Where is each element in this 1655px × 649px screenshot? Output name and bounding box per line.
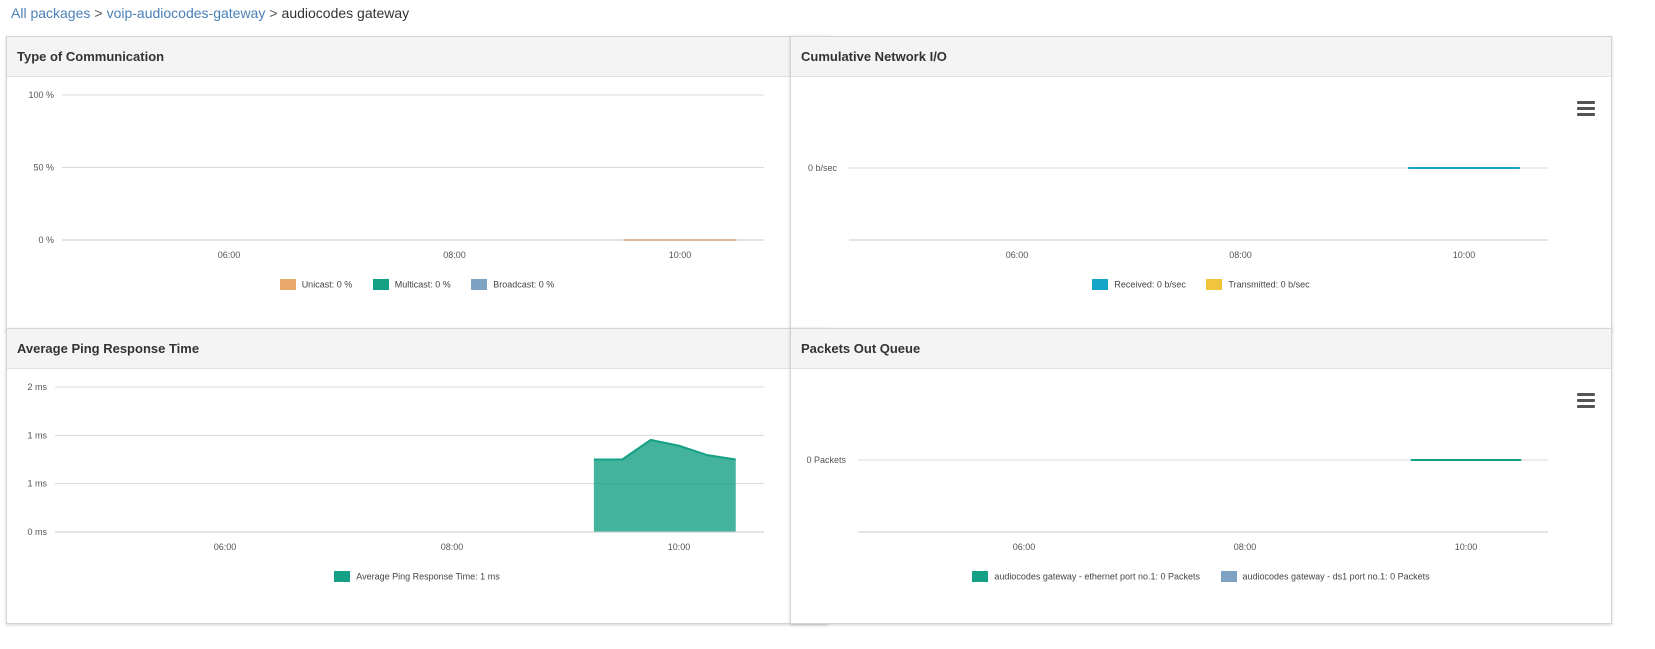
x-tick-label: 10:00 — [668, 542, 691, 552]
x-tick-label: 06:00 — [1013, 542, 1036, 552]
chart-legend: audiocodes gateway - ethernet port no.1:… — [791, 571, 1611, 583]
breadcrumb-current: audiocodes gateway — [281, 5, 410, 21]
breadcrumb-separator: > — [269, 5, 278, 21]
legend-label: Unicast: 0 % — [301, 279, 353, 290]
legend-swatch — [1092, 279, 1109, 291]
chart-legend: Average Ping Response Time: 1 ms — [7, 571, 827, 583]
x-tick-label: 06:00 — [214, 542, 237, 552]
x-tick-label: 08:00 — [1229, 250, 1252, 260]
y-tick-label: 100 % — [28, 90, 54, 100]
type-of-communication-chart: 0 % 50 % 100 % 06:00 08:00 10:00 — [28, 90, 764, 260]
x-tick-label: 10:00 — [1455, 542, 1478, 552]
x-tick-label: 06:00 — [1006, 250, 1029, 260]
panel-header: Type of Communication — [7, 37, 827, 77]
panel-header: Average Ping Response Time — [7, 329, 827, 369]
area-line-average-ping-response-time — [593, 438, 736, 461]
legend-item-broadcast[interactable]: Broadcast: 0 % — [471, 279, 555, 291]
breadcrumb: All packages > voip-audiocodes-gateway > aud… — [11, 2, 409, 24]
y-tick-label: 50 % — [33, 163, 54, 173]
average-ping-chart: 0 ms 1 ms 1 ms 2 ms 06:00 08:00 10:00 — [27, 382, 764, 552]
legend-label: Multicast: 0 % — [394, 279, 451, 290]
panel-title: Packets Out Queue — [801, 341, 921, 356]
x-tick-label: 10:00 — [1453, 250, 1476, 260]
legend-swatch — [1206, 279, 1223, 291]
chart-area: 0 % 50 % 100 % 06:00 08:00 10:00 Unicast: 0 %… — [7, 77, 827, 331]
legend-swatch — [334, 571, 351, 583]
x-tick-label: 06:00 — [218, 250, 241, 260]
chart-legend: Received: 0 b/sec Transmitted: 0 b/sec — [791, 279, 1611, 291]
legend-swatch — [1220, 571, 1237, 583]
chart-area: 0 Packets 06:00 08:00 10:00 audiocodes gate… — [791, 369, 1611, 623]
packets-out-queue-chart: 0 Packets 06:00 08:00 10:00 — [806, 455, 1548, 552]
x-tick-label: 08:00 — [443, 250, 466, 260]
panel-header: Packets Out Queue — [791, 329, 1611, 369]
panel-average-ping-response-time: Average Ping Response Time 0 ms 1 ms 1 ms 2… — [6, 328, 828, 624]
cumulative-network-io-chart: 0 b/sec 06:00 08:00 10:00 — [808, 163, 1548, 260]
chart-legend: Unicast: 0 % Multicast: 0 % Broadcast: 0… — [7, 279, 827, 291]
legend-item-transmitted[interactable]: Transmitted: 0 b/sec — [1206, 279, 1310, 291]
legend-item-ds1-port[interactable]: audiocodes gateway - ds1 port no.1: 0 Pa… — [1220, 571, 1430, 583]
legend-label: Average Ping Response Time: 1 ms — [356, 571, 500, 582]
chart-menu-icon[interactable] — [1577, 393, 1595, 409]
chart-menu-icon[interactable] — [1577, 101, 1595, 117]
area-fill-average-ping-response-time — [593, 439, 736, 532]
y-tick-label: 0 b/sec — [808, 163, 838, 173]
legend-label: audiocodes gateway - ethernet port no.1:… — [994, 571, 1200, 582]
y-tick-label: 1 ms — [27, 430, 47, 440]
legend-label: Broadcast: 0 % — [493, 279, 555, 290]
legend-item-ethernet-port[interactable]: audiocodes gateway - ethernet port no.1:… — [972, 571, 1200, 583]
x-tick-label: 10:00 — [669, 250, 692, 260]
chart-area: 0 b/sec 06:00 08:00 10:00 Received: 0 b/sec… — [791, 77, 1611, 331]
legend-label: audiocodes gateway - ds1 port no.1: 0 Pa… — [1242, 571, 1430, 582]
y-tick-label: 0 Packets — [806, 455, 846, 465]
x-tick-label: 08:00 — [1234, 542, 1257, 552]
breadcrumb-separator: > — [94, 5, 103, 21]
y-tick-label: 1 ms — [27, 479, 47, 489]
y-tick-label: 2 ms — [27, 382, 47, 392]
legend-label: Transmitted: 0 b/sec — [1228, 279, 1310, 290]
chart-area: 0 ms 1 ms 1 ms 2 ms 06:00 08:00 10:00 Average … — [7, 369, 827, 623]
x-tick-label: 08:00 — [441, 542, 464, 552]
legend-item-received[interactable]: Received: 0 b/sec — [1092, 279, 1186, 291]
legend-swatch — [972, 571, 989, 583]
legend-item-average-ping[interactable]: Average Ping Response Time: 1 ms — [334, 571, 500, 583]
panel-type-of-communication: Type of Communication 0 % 50 % 100 % 06:00 0… — [6, 36, 828, 332]
legend-swatch — [471, 279, 488, 291]
panel-title: Average Ping Response Time — [17, 341, 200, 356]
panel-title: Type of Communication — [17, 49, 165, 64]
legend-swatch — [372, 279, 389, 291]
panel-header: Cumulative Network I/O — [791, 37, 1611, 77]
y-tick-label: 0 ms — [27, 527, 47, 537]
legend-item-unicast[interactable]: Unicast: 0 % — [279, 279, 353, 291]
y-tick-label: 0 % — [38, 235, 54, 245]
legend-swatch — [279, 279, 296, 291]
legend-label: Received: 0 b/sec — [1114, 279, 1186, 290]
panel-cumulative-network-io: Cumulative Network I/O 0 b/sec 06:00 08:00… — [790, 36, 1612, 332]
breadcrumb-link-package[interactable]: voip-audiocodes-gateway — [106, 5, 266, 21]
legend-item-multicast[interactable]: Multicast: 0 % — [372, 279, 451, 291]
panel-title: Cumulative Network I/O — [801, 49, 947, 64]
breadcrumb-link-all-packages[interactable]: All packages — [11, 5, 91, 21]
panel-packets-out-queue: Packets Out Queue 0 Packets 06:00 08:00 10:… — [790, 328, 1612, 624]
